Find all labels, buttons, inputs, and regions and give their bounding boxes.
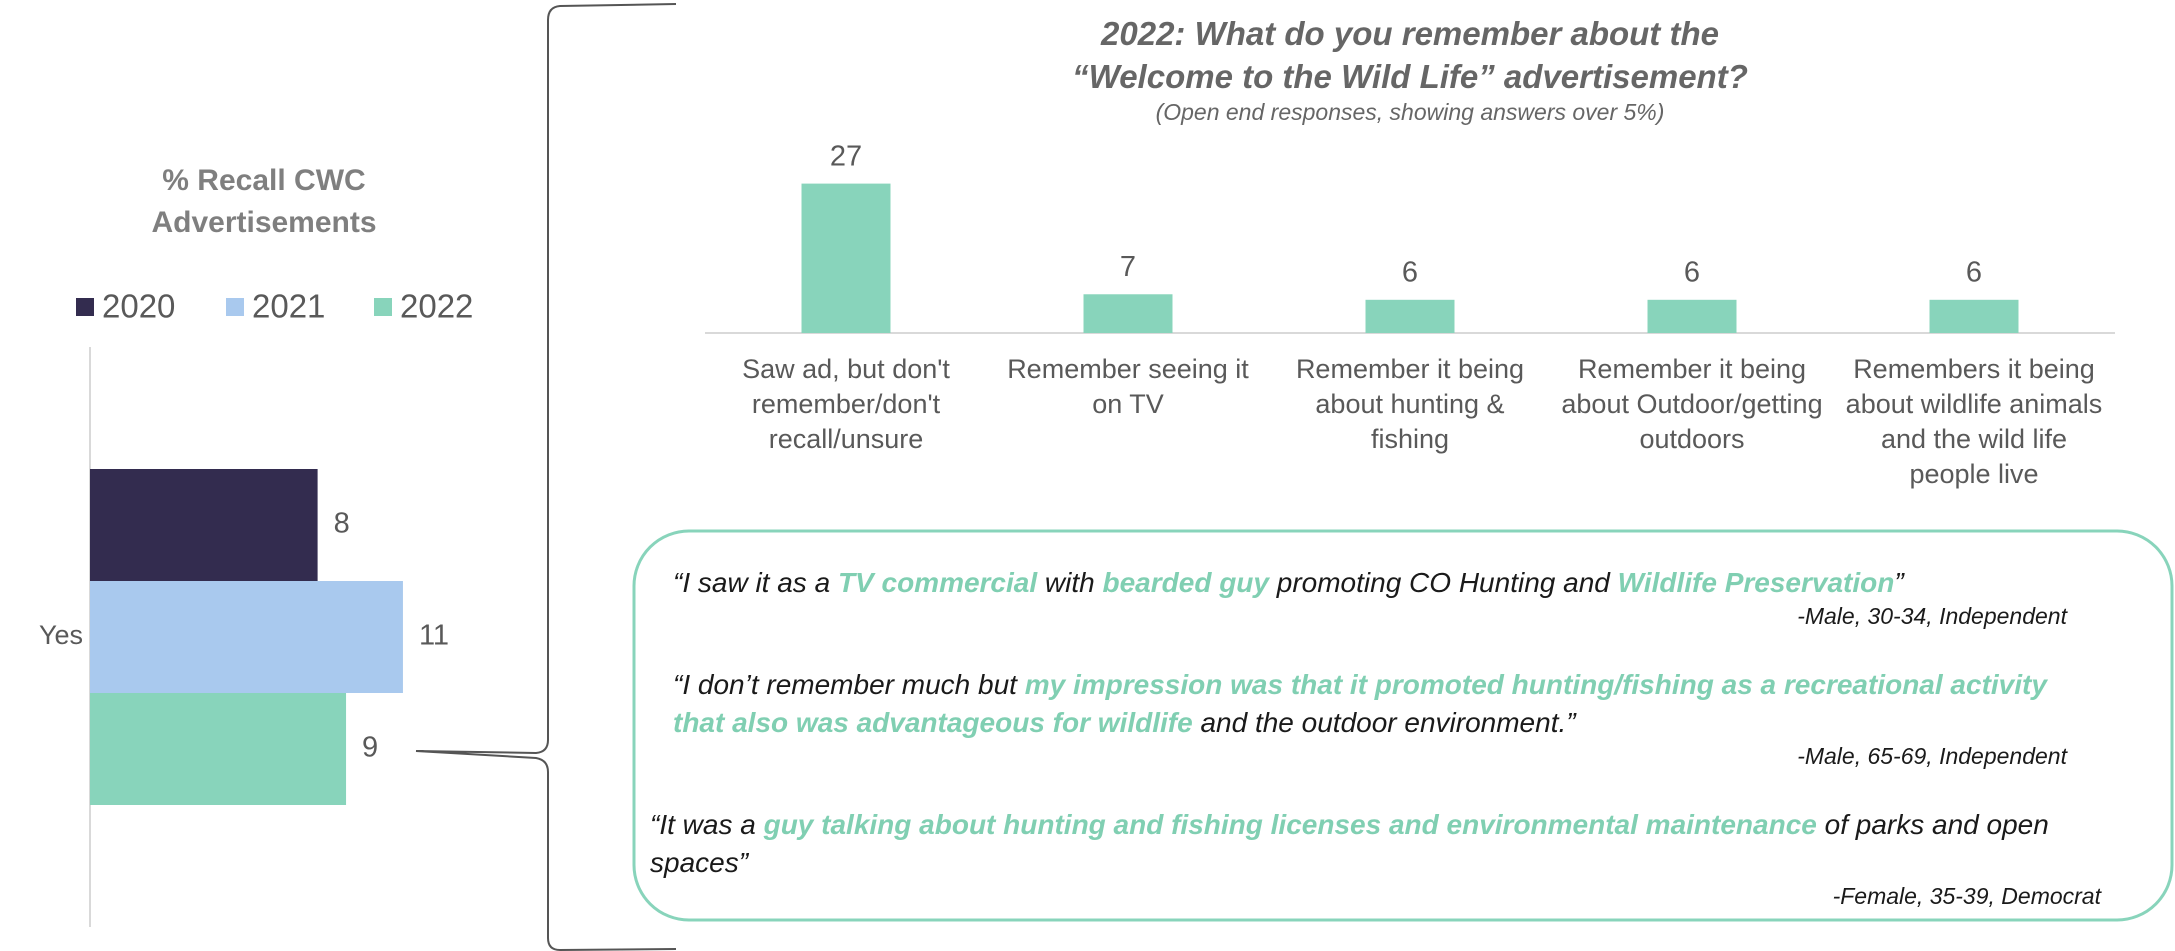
chart-title: 2022: What do you remember about the “We… <box>1072 15 1748 95</box>
quote-segment: promoting CO Hunting and <box>1268 567 1618 598</box>
quote-segment: and the outdoor environment.” <box>1192 707 1576 738</box>
quote-segment: Wildlife Preservation <box>1617 567 1895 598</box>
legend-label: 2020 <box>102 288 175 325</box>
x-tick-label: Remember it being about hunting & fishin… <box>1295 354 1525 454</box>
quote-segment: with <box>1037 567 1103 598</box>
legend-label: 2021 <box>252 288 325 325</box>
bar <box>801 183 891 333</box>
bar <box>1365 299 1455 333</box>
chart-title: % Recall CWC Advertisements <box>151 164 377 239</box>
quote-segment: TV commercial <box>837 567 1038 598</box>
quote-segment: “It was a <box>650 809 764 840</box>
quote-attribution: -Female, 35-39, Democrat <box>1832 883 2101 909</box>
y-tick-label: Yes <box>39 620 83 650</box>
bar <box>1083 294 1173 333</box>
x-tick-label: Remembers it being about wildlife animal… <box>1845 354 2103 489</box>
quote-attribution: -Male, 30-34, Independent <box>1797 603 2067 629</box>
legend-label: 2022 <box>400 288 473 325</box>
quote-segment: ” <box>1894 567 1904 598</box>
data-label: 27 <box>830 140 862 172</box>
quote-segment: guy talking about hunting and fishing li… <box>763 809 1817 840</box>
quote-segment: bearded guy <box>1102 567 1269 598</box>
bar <box>90 693 347 805</box>
chart-subtitle: (Open end responses, showing answers ove… <box>1155 99 1665 125</box>
quote-segment: “I saw it as a <box>673 567 838 598</box>
bar <box>1647 299 1737 333</box>
legend-swatch <box>374 298 392 316</box>
quote: “It was a guy talking about hunting and … <box>650 806 2090 882</box>
bar <box>1929 299 2019 333</box>
data-label: 8 <box>334 508 350 540</box>
quote: “I saw it as a TV commercial with bearde… <box>673 564 2093 602</box>
data-label: 9 <box>362 732 378 764</box>
x-tick-label: Saw ad, but don't remember/don't recall/… <box>742 354 950 454</box>
legend-swatch <box>226 298 244 316</box>
data-label: 11 <box>419 620 449 652</box>
bracket <box>415 3 677 951</box>
quote-box <box>632 529 2174 922</box>
x-tick-label: Remember it being about Outdoor/getting … <box>1561 354 1823 454</box>
x-tick-label: Remember seeing it on TV <box>1007 354 1249 419</box>
data-label: 7 <box>1120 251 1136 283</box>
data-label: 6 <box>1966 256 1982 288</box>
bar <box>90 469 318 581</box>
quote-segment: of parks and open spaces” <box>650 809 2057 878</box>
quote-attribution: -Male, 65-69, Independent <box>1797 743 2067 769</box>
quote: “I don’t remember much but my impression… <box>673 666 2093 742</box>
quote-segment: “I don’t remember much but <box>673 669 1025 700</box>
bar <box>90 581 403 693</box>
data-label: 6 <box>1684 256 1700 288</box>
legend-swatch <box>76 298 94 316</box>
data-label: 6 <box>1402 256 1418 288</box>
quote-segment: my impression was that it promoted hunti… <box>673 669 2055 738</box>
